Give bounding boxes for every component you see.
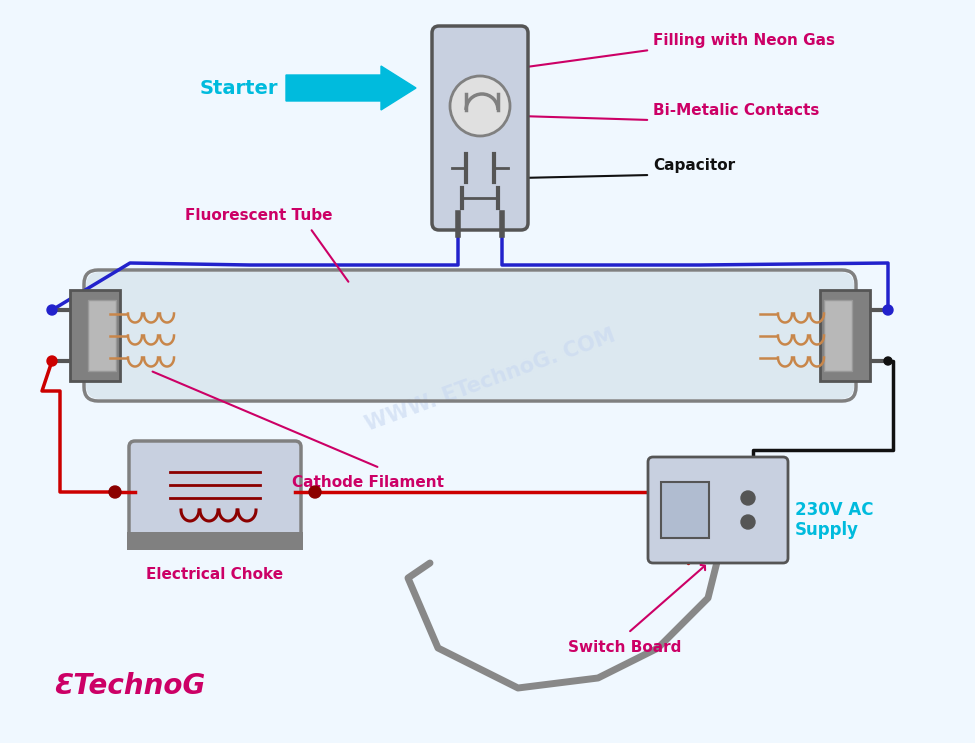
FancyBboxPatch shape — [129, 441, 301, 543]
Circle shape — [741, 515, 755, 529]
Text: Filling with Neon Gas: Filling with Neon Gas — [653, 33, 835, 48]
Bar — [661, 482, 709, 538]
Circle shape — [741, 491, 755, 505]
Bar — [820, 290, 870, 381]
Circle shape — [883, 305, 893, 315]
Text: Switch Board: Switch Board — [568, 640, 682, 655]
Text: Starter: Starter — [200, 79, 278, 97]
Text: 230V AC
Supply: 230V AC Supply — [795, 501, 874, 539]
Text: WWW. ETechnoG. COM: WWW. ETechnoG. COM — [362, 325, 618, 435]
Circle shape — [47, 305, 57, 315]
FancyArrow shape — [286, 66, 416, 110]
Bar — [824, 300, 852, 371]
FancyBboxPatch shape — [648, 457, 788, 563]
Text: Fluorescent Tube: Fluorescent Tube — [185, 208, 332, 223]
Circle shape — [450, 76, 510, 136]
Circle shape — [47, 356, 57, 366]
Bar — [127, 532, 303, 550]
FancyBboxPatch shape — [86, 272, 854, 399]
Text: Cathode Filament: Cathode Filament — [292, 475, 444, 490]
Bar — [70, 290, 120, 381]
Bar — [88, 300, 116, 371]
Circle shape — [109, 486, 121, 498]
Text: ƐTechnoG: ƐTechnoG — [55, 672, 207, 700]
Circle shape — [309, 486, 321, 498]
Circle shape — [884, 357, 892, 365]
Text: Bi-Metalic Contacts: Bi-Metalic Contacts — [653, 103, 819, 118]
Text: Electrical Choke: Electrical Choke — [146, 567, 284, 582]
Text: Capacitor: Capacitor — [653, 158, 735, 173]
FancyBboxPatch shape — [432, 26, 528, 230]
